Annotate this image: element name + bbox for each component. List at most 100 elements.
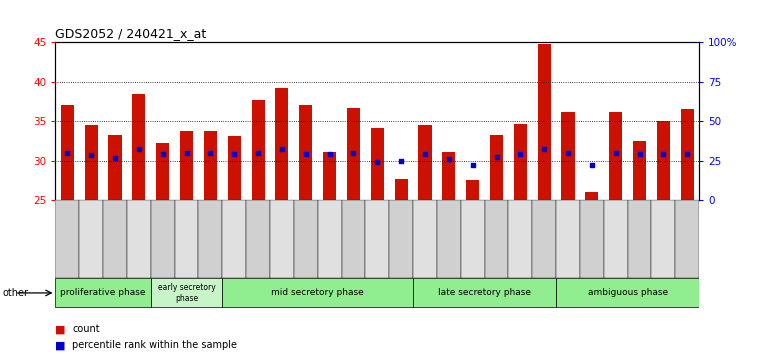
Bar	[204, 131, 217, 200]
Text: late secretory phase: late secretory phase	[438, 289, 531, 297]
Point	[180, 150, 192, 155]
FancyBboxPatch shape	[270, 200, 294, 278]
FancyBboxPatch shape	[342, 200, 366, 278]
FancyBboxPatch shape	[675, 200, 699, 278]
Bar	[246, 42, 270, 200]
Bar	[413, 42, 437, 200]
Bar	[85, 125, 98, 200]
Bar	[585, 192, 598, 200]
Bar	[604, 42, 628, 200]
Bar	[460, 42, 484, 200]
FancyBboxPatch shape	[318, 200, 342, 278]
Bar	[55, 42, 79, 200]
Bar	[342, 42, 366, 200]
FancyBboxPatch shape	[580, 200, 604, 278]
Point	[562, 150, 574, 155]
Point	[347, 150, 360, 155]
Bar	[318, 42, 342, 200]
Bar	[556, 42, 580, 200]
Bar	[681, 109, 694, 200]
Bar	[437, 42, 460, 200]
Bar	[180, 131, 193, 200]
Point	[443, 156, 455, 162]
Bar	[484, 42, 508, 200]
Bar	[561, 112, 574, 200]
Point	[658, 152, 670, 157]
Text: GDS2052 / 240421_x_at: GDS2052 / 240421_x_at	[55, 27, 206, 40]
Bar	[609, 112, 622, 200]
Bar	[79, 42, 103, 200]
Bar	[199, 42, 223, 200]
Point	[300, 151, 312, 156]
Bar	[657, 121, 670, 200]
Point	[634, 152, 646, 157]
FancyBboxPatch shape	[79, 200, 103, 278]
FancyBboxPatch shape	[413, 200, 437, 278]
Bar	[175, 42, 199, 200]
Bar	[223, 42, 246, 200]
FancyBboxPatch shape	[127, 200, 151, 278]
Bar	[633, 141, 646, 200]
Bar	[151, 42, 175, 200]
Bar	[252, 100, 265, 200]
Text: percentile rank within the sample: percentile rank within the sample	[72, 340, 237, 350]
Point	[395, 159, 407, 164]
Bar	[175, 42, 199, 200]
Bar	[537, 44, 551, 200]
FancyBboxPatch shape	[223, 200, 246, 278]
Bar	[294, 42, 318, 200]
Bar	[370, 127, 384, 200]
Bar	[394, 179, 407, 200]
Bar	[79, 42, 103, 200]
Text: proliferative phase: proliferative phase	[60, 289, 146, 297]
Bar	[604, 42, 628, 200]
Text: other: other	[2, 288, 28, 298]
Point	[276, 146, 288, 152]
Point	[419, 152, 431, 157]
FancyBboxPatch shape	[55, 279, 151, 307]
FancyBboxPatch shape	[651, 200, 675, 278]
Point	[467, 162, 479, 167]
Bar	[490, 136, 503, 200]
FancyBboxPatch shape	[246, 200, 270, 278]
Point	[514, 152, 527, 157]
Bar	[675, 42, 699, 200]
Bar	[466, 180, 479, 200]
Bar	[61, 105, 74, 200]
FancyBboxPatch shape	[437, 200, 460, 278]
Bar	[156, 143, 169, 200]
Bar	[199, 42, 223, 200]
Bar	[580, 42, 604, 200]
Bar	[413, 42, 437, 200]
Point	[228, 152, 240, 157]
Bar	[532, 42, 556, 200]
Bar	[532, 42, 556, 200]
Bar	[347, 108, 360, 200]
Point	[252, 150, 264, 155]
FancyBboxPatch shape	[151, 200, 175, 278]
Bar	[508, 42, 532, 200]
Bar	[270, 42, 294, 200]
FancyBboxPatch shape	[484, 200, 508, 278]
Bar	[294, 42, 318, 200]
Bar	[246, 42, 270, 200]
FancyBboxPatch shape	[628, 200, 651, 278]
Text: count: count	[72, 324, 100, 334]
Bar	[366, 42, 389, 200]
Point	[85, 152, 97, 158]
Bar	[318, 42, 342, 200]
FancyBboxPatch shape	[413, 279, 556, 307]
FancyBboxPatch shape	[55, 200, 79, 278]
FancyBboxPatch shape	[199, 200, 223, 278]
FancyBboxPatch shape	[532, 200, 556, 278]
Bar	[270, 42, 294, 200]
Bar	[651, 42, 675, 200]
Bar	[418, 125, 431, 200]
Point	[586, 162, 598, 167]
Bar	[342, 42, 366, 200]
Text: ■: ■	[55, 340, 66, 350]
FancyBboxPatch shape	[604, 200, 628, 278]
Bar	[514, 124, 527, 200]
Point	[204, 150, 216, 155]
FancyBboxPatch shape	[366, 200, 389, 278]
